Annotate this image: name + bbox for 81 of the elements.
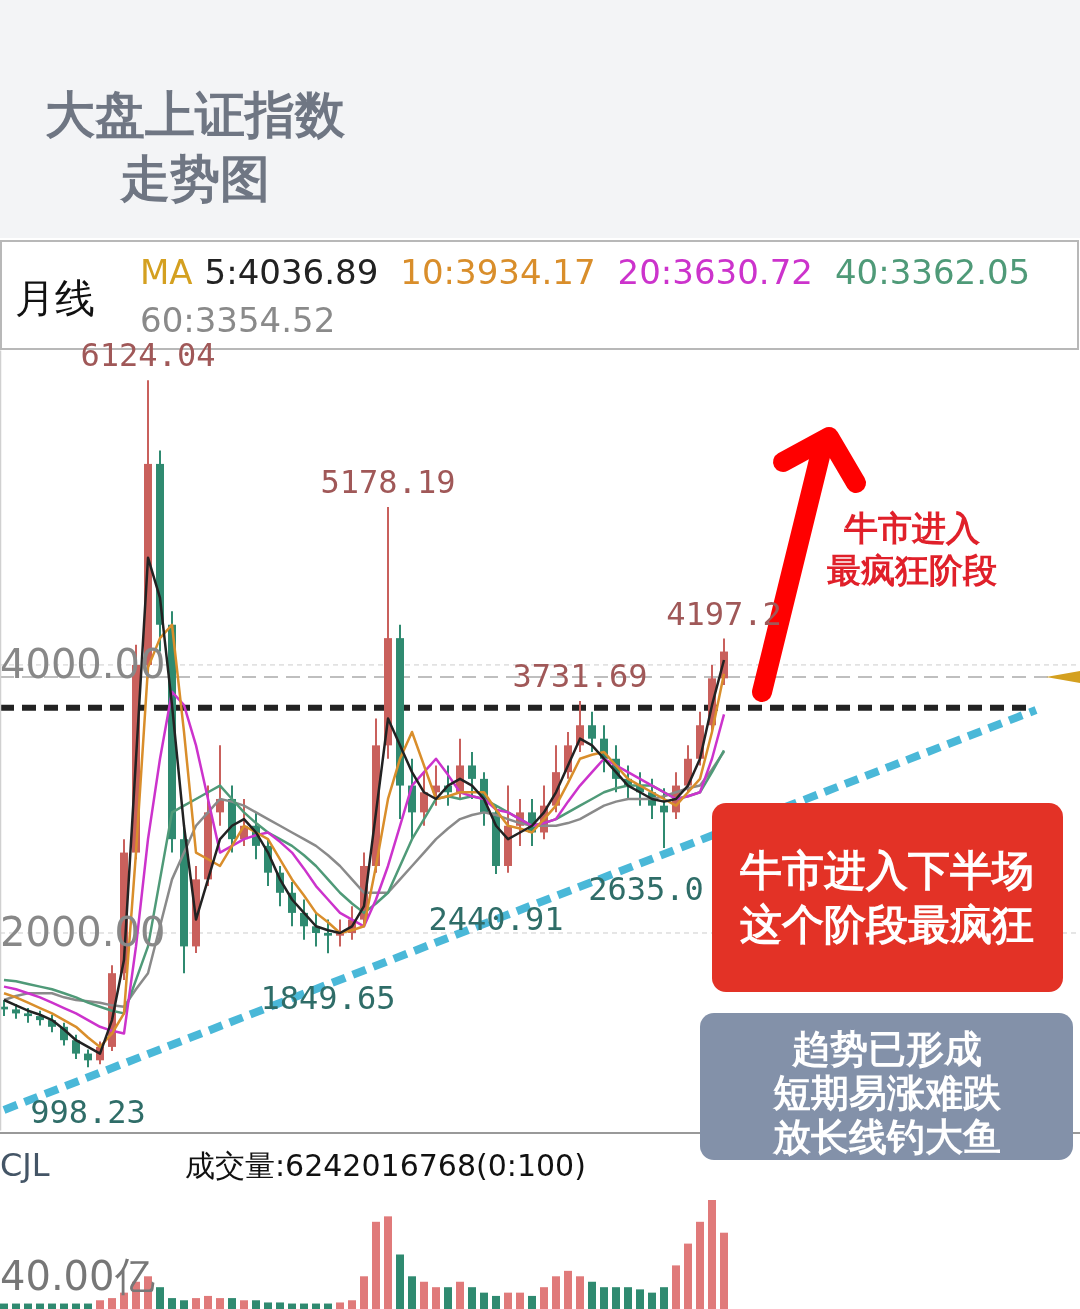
bar	[528, 1295, 536, 1309]
bar	[552, 1276, 560, 1309]
bar	[276, 1302, 284, 1309]
annotation: 998.23	[30, 1093, 146, 1132]
bar	[300, 1303, 308, 1309]
bar	[624, 1287, 632, 1309]
bar	[540, 1287, 548, 1309]
bar	[72, 1303, 80, 1309]
chart-title: CJL	[0, 1146, 50, 1184]
annotation: 2635.0	[588, 870, 704, 908]
bar	[60, 1303, 68, 1309]
bar	[252, 1300, 260, 1309]
legend-title: MA	[140, 252, 193, 292]
annotation: 趋势已形成短期易涨难跌放长线钓大鱼	[772, 1027, 1002, 1159]
bar	[336, 1302, 344, 1309]
bar	[0, 1303, 8, 1309]
bar	[264, 1302, 272, 1309]
bar	[216, 1298, 224, 1309]
bar	[240, 1300, 248, 1309]
bar	[516, 1292, 524, 1309]
bar	[12, 1303, 20, 1309]
bar	[360, 1276, 368, 1309]
bar	[348, 1300, 356, 1309]
bar	[408, 1276, 416, 1309]
bar	[636, 1289, 644, 1309]
bar	[468, 1287, 476, 1309]
bar	[156, 1287, 164, 1309]
bar	[396, 1254, 404, 1309]
bar	[648, 1292, 656, 1309]
annotation: 牛市进入最疯狂阶段	[827, 508, 997, 590]
bar	[384, 1216, 392, 1309]
bar	[684, 1243, 692, 1309]
bar	[444, 1287, 452, 1309]
text: 成交量:6242016768(0:100)	[185, 1148, 586, 1183]
annotation: 5178.19	[320, 463, 456, 502]
bar	[576, 1276, 584, 1309]
bar	[480, 1292, 488, 1309]
bar	[612, 1287, 620, 1309]
annotation: 40.00亿	[0, 1253, 155, 1299]
chart-subtitle: 月线	[15, 275, 95, 321]
bar	[168, 1298, 176, 1309]
candlestick	[324, 918, 332, 955]
bar	[48, 1303, 56, 1309]
candlestick	[420, 771, 428, 827]
text: 40:3362.05	[834, 252, 1031, 292]
bar	[660, 1287, 668, 1309]
candlestick	[468, 751, 476, 800]
bar	[324, 1303, 332, 1309]
bar	[720, 1232, 728, 1309]
bar	[96, 1300, 104, 1309]
bar	[84, 1303, 92, 1309]
bar	[36, 1303, 44, 1309]
text: 5:4036.89	[204, 252, 379, 292]
bar	[492, 1295, 500, 1309]
text: 20:3630.72	[617, 252, 813, 292]
candlestick	[72, 1033, 80, 1060]
line-series	[2, 690, 726, 1035]
bar	[108, 1298, 116, 1309]
bar	[288, 1303, 296, 1309]
annotation: 3731.69	[512, 656, 648, 695]
bar	[672, 1265, 680, 1309]
bar	[504, 1292, 512, 1309]
candlestick	[588, 710, 596, 754]
bar	[708, 1200, 716, 1309]
bar	[228, 1298, 236, 1309]
bar	[600, 1287, 608, 1309]
bar	[564, 1270, 572, 1309]
bar	[432, 1287, 440, 1309]
bar	[588, 1281, 596, 1309]
bar	[204, 1295, 212, 1309]
bar	[192, 1298, 200, 1309]
bar	[372, 1221, 380, 1309]
text: 10:3934.17	[400, 252, 596, 292]
chart-title: 大盘上证指数走势图	[45, 86, 346, 208]
bar	[24, 1303, 32, 1309]
annotation: 牛市进入下半场这个阶段最疯狂	[739, 846, 1034, 949]
bar	[180, 1300, 188, 1309]
bar	[696, 1221, 704, 1309]
bar	[456, 1281, 464, 1309]
bar	[312, 1303, 320, 1309]
bar	[420, 1281, 428, 1309]
